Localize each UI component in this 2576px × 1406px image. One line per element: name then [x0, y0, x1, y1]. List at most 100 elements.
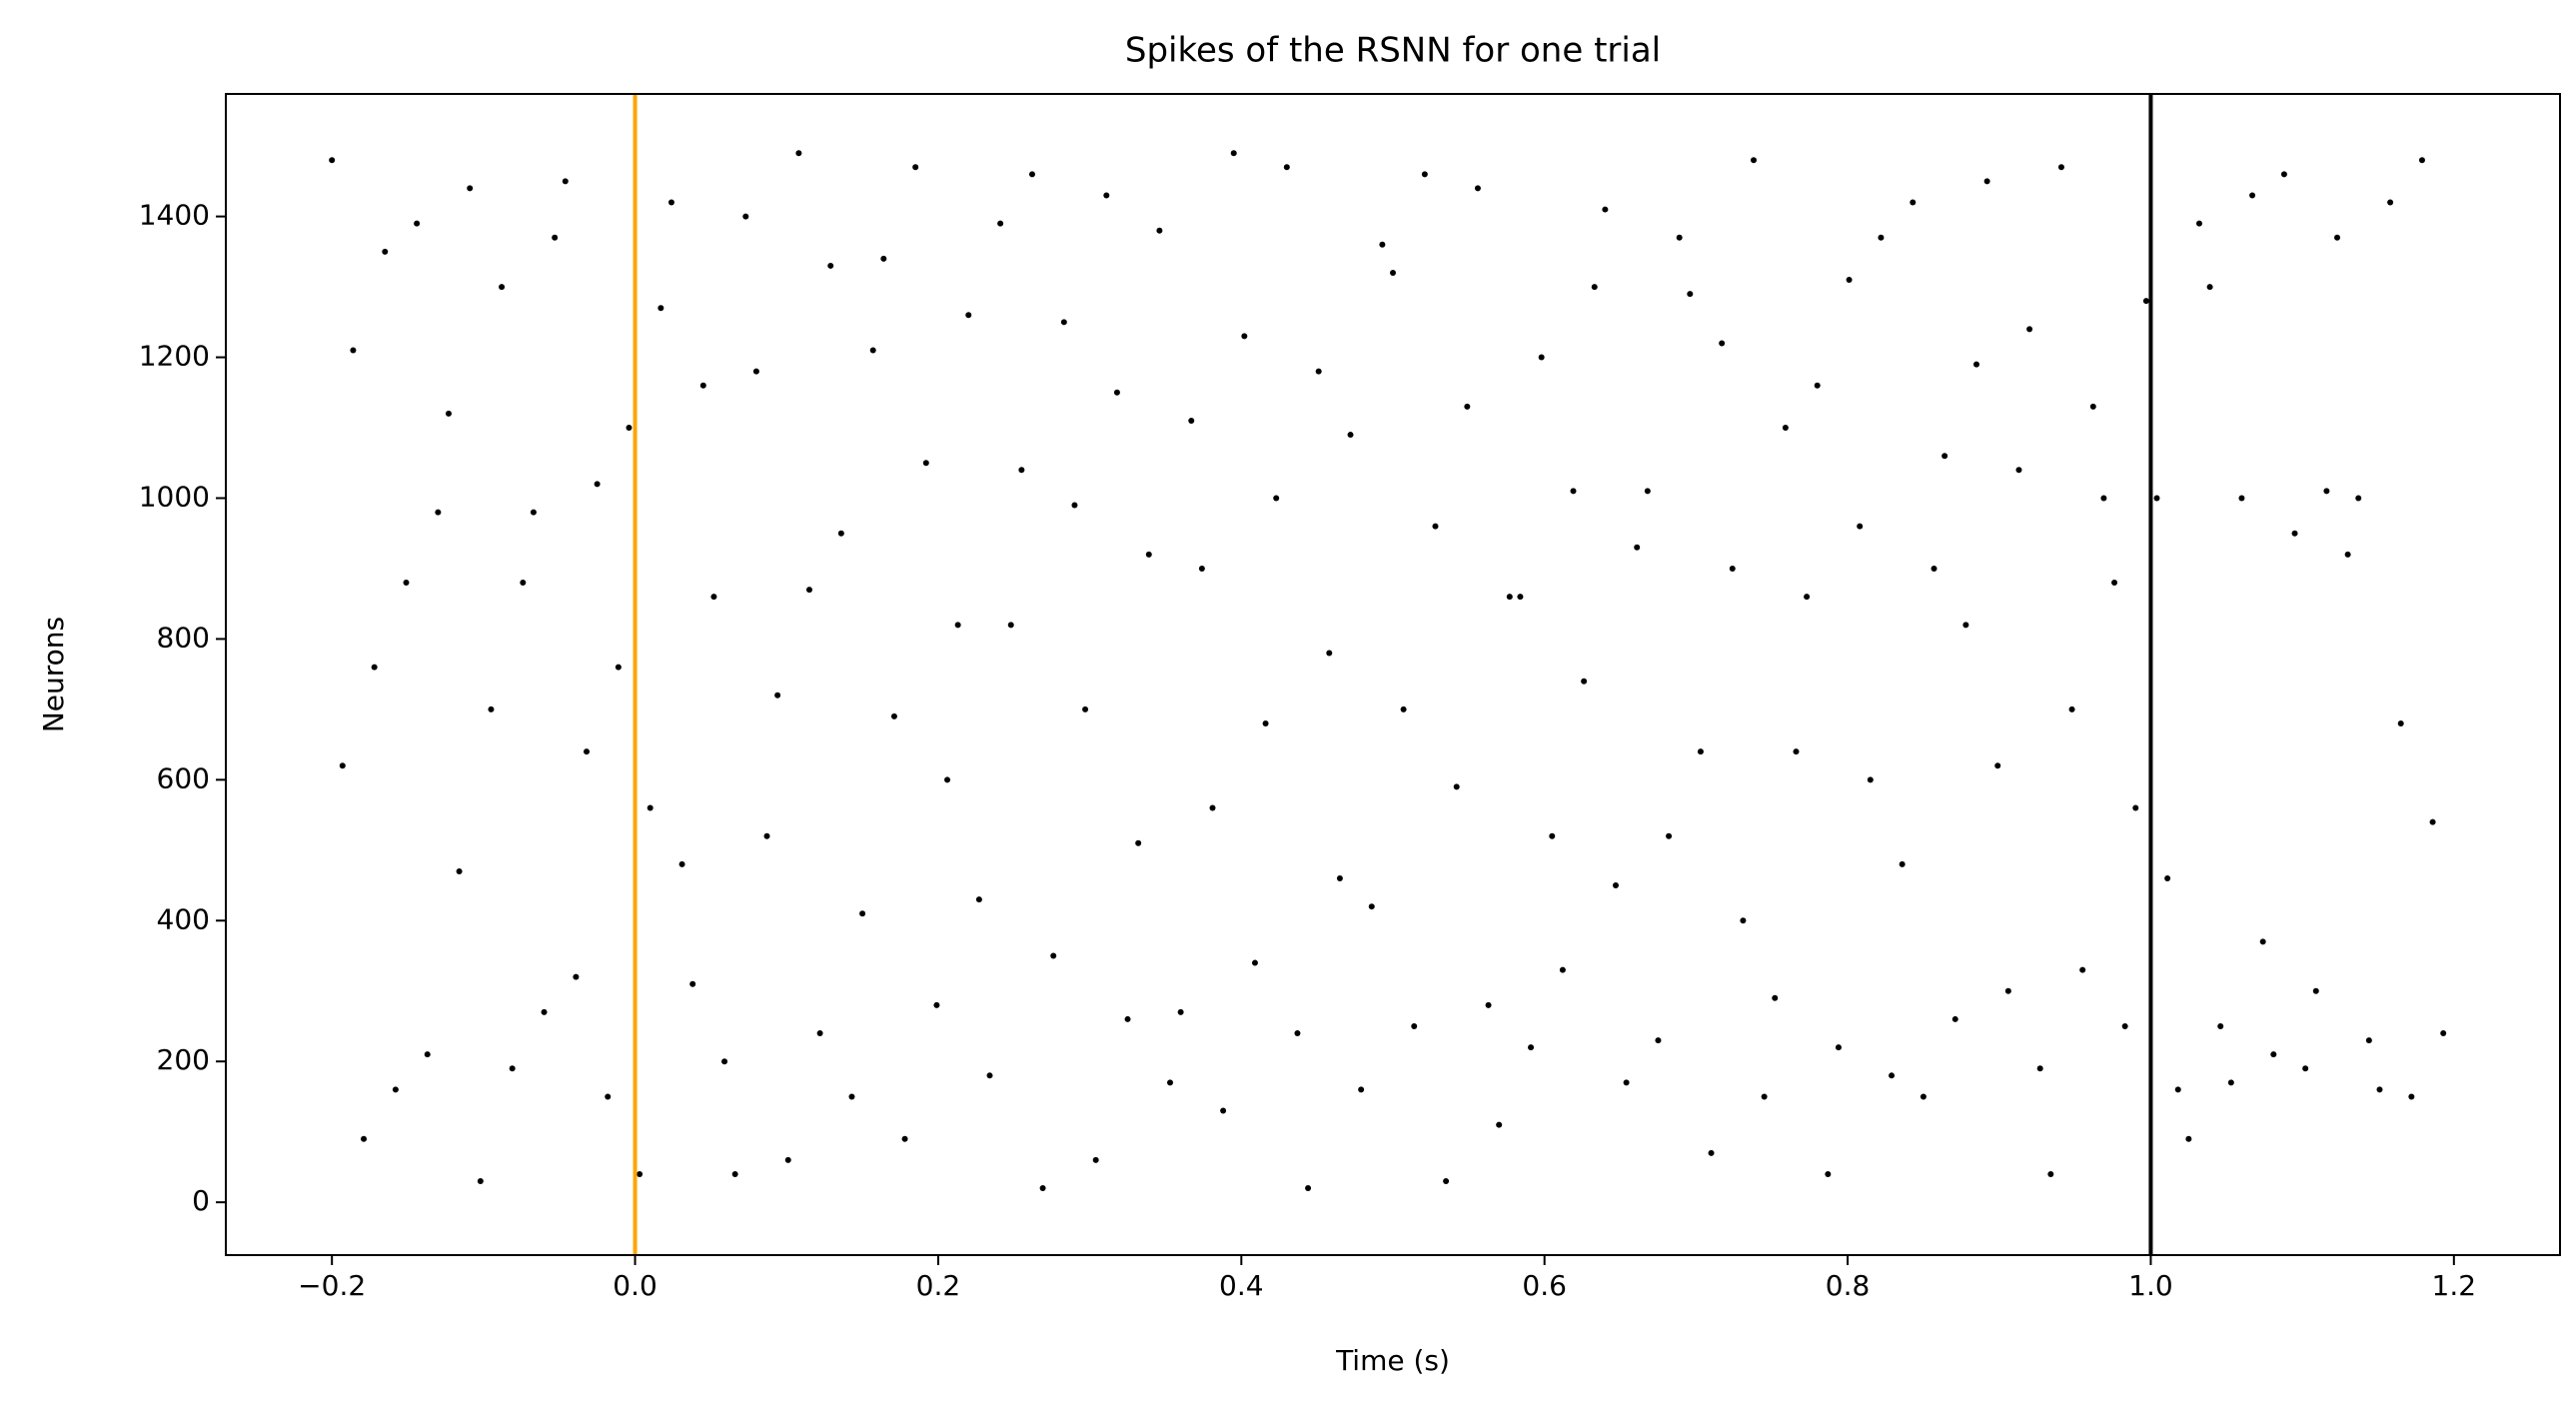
spike — [933, 1001, 940, 1008]
spike — [1941, 453, 1948, 460]
spike — [615, 664, 622, 671]
spike — [848, 1093, 855, 1100]
spike — [1432, 523, 1439, 530]
spike — [562, 178, 569, 185]
spike — [1390, 269, 1396, 276]
spike — [1931, 565, 1937, 572]
spike — [1644, 488, 1651, 495]
spike — [837, 530, 844, 537]
spike — [2036, 1065, 2043, 1072]
spike — [541, 1008, 548, 1015]
spike — [1910, 199, 1917, 206]
spike — [1570, 488, 1577, 495]
spike — [2344, 551, 2351, 558]
spike — [2227, 1079, 2234, 1086]
spike — [1591, 284, 1598, 291]
spike — [2047, 1170, 2054, 1177]
spike — [1294, 1030, 1301, 1037]
spike — [350, 347, 357, 354]
spike — [2387, 199, 2394, 206]
spike — [1230, 150, 1237, 157]
spike — [646, 804, 653, 811]
spike — [1251, 959, 1258, 966]
spike — [2100, 495, 2107, 502]
spike — [2334, 234, 2341, 241]
spike — [1528, 1044, 1535, 1051]
y-tick-label: 400 — [157, 902, 210, 935]
spike — [2004, 987, 2011, 994]
spike — [1113, 389, 1120, 396]
spike — [2089, 403, 2096, 410]
spike — [1825, 1170, 1832, 1177]
spike — [1983, 178, 1990, 185]
spike — [2429, 818, 2436, 825]
spike — [1336, 875, 1343, 882]
spike — [742, 213, 749, 220]
spike — [1198, 565, 1205, 572]
y-tick-label: 800 — [157, 621, 210, 654]
spike — [816, 1030, 823, 1037]
spike — [763, 832, 770, 839]
x-tick-label: 1.0 — [2128, 1269, 2173, 1302]
spike — [1347, 432, 1354, 439]
spike — [424, 1051, 431, 1058]
spike — [1220, 1107, 1227, 1114]
spike — [912, 164, 919, 171]
spike — [1305, 1185, 1312, 1192]
spike — [1973, 361, 1979, 368]
spike — [1464, 403, 1471, 410]
spike — [1135, 839, 1142, 846]
spike — [1496, 1121, 1503, 1128]
spike — [1209, 804, 1216, 811]
spike — [2323, 488, 2330, 495]
x-tick-label: −0.2 — [298, 1269, 366, 1302]
spike — [552, 234, 559, 241]
spike — [1421, 171, 1428, 178]
spike — [1666, 832, 1673, 839]
y-tick-label: 200 — [157, 1043, 210, 1076]
spike — [1177, 1008, 1184, 1015]
spike — [2057, 164, 2064, 171]
spike — [784, 1156, 791, 1163]
spike — [859, 910, 866, 917]
spike — [2068, 705, 2075, 712]
spike — [1581, 678, 1588, 685]
spike — [975, 896, 982, 903]
spike — [1740, 917, 1747, 924]
spike — [880, 255, 887, 262]
spike — [2206, 284, 2213, 291]
spike — [1241, 333, 1248, 340]
y-tick-label: 1400 — [139, 199, 210, 232]
spike — [1634, 544, 1641, 551]
spike — [361, 1135, 368, 1142]
spike — [1889, 1072, 1896, 1079]
spike — [997, 220, 1004, 227]
spike — [2312, 987, 2319, 994]
spike — [1103, 192, 1110, 199]
spike — [678, 860, 685, 867]
plot-frame — [225, 93, 2561, 1256]
spike — [1719, 340, 1726, 347]
spike — [1368, 903, 1375, 910]
spike — [1814, 382, 1821, 389]
spike — [1050, 952, 1057, 959]
spike — [509, 1065, 516, 1072]
spike — [2195, 220, 2202, 227]
spike — [499, 284, 506, 291]
spike — [1145, 551, 1152, 558]
spike — [1846, 277, 1853, 284]
spike — [382, 248, 389, 255]
spike — [1167, 1079, 1174, 1086]
x-tick-label: 1.2 — [2432, 1269, 2477, 1302]
spike — [710, 594, 717, 601]
spike — [699, 382, 706, 389]
spike — [795, 150, 802, 157]
spike — [890, 712, 897, 719]
spike — [1379, 241, 1386, 248]
spike — [594, 481, 601, 488]
spike — [1506, 594, 1513, 601]
spike — [2280, 171, 2287, 178]
spike — [1124, 1015, 1131, 1022]
spike — [1602, 206, 1609, 213]
spike — [1538, 354, 1545, 361]
